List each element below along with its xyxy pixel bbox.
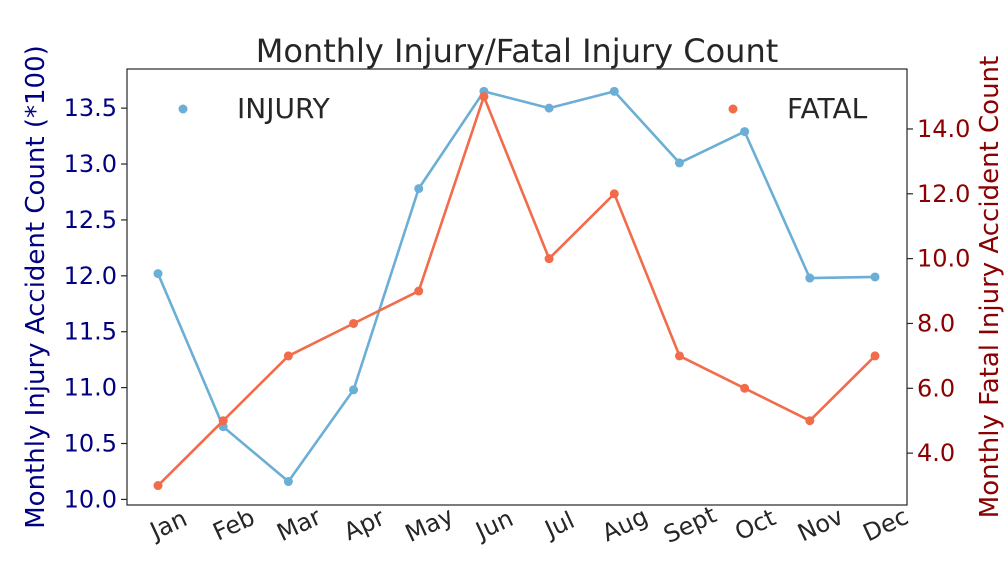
data-point-injury [609,86,619,96]
legend-fatal-label: FATAL [787,92,868,125]
data-point-fatal [218,416,228,426]
x-tick-label: Oct [731,503,780,546]
data-point-injury [349,385,359,395]
data-point-injury [283,477,293,487]
left-tick-label: 13.5 [64,94,117,122]
x-tick-label: Jun [470,504,518,546]
series-fatal [153,92,880,491]
legend-injury: INJURY [178,92,331,125]
left-y-axis: 10.0 10.5 11.0 11.5 12.0 12.5 13.0 13.5 [64,94,127,513]
right-tick-label: 4.0 [917,439,955,467]
right-tick-label: 10.0 [917,245,970,273]
series-layer [153,86,880,491]
x-tick-label: Sept [659,501,720,549]
right-tick-label: 12.0 [917,180,970,208]
x-tick-label: Apr [339,503,389,546]
x-tick-label: Jan [144,504,191,546]
data-point-injury [153,269,163,279]
data-point-fatal [544,254,554,264]
left-tick-label: 10.0 [64,485,117,513]
x-tick-label: Jul [539,506,579,544]
data-point-injury [740,127,750,137]
left-tick-label: 12.0 [64,262,117,290]
data-point-fatal [870,351,880,361]
x-axis: Jan Feb Mar Apr May Jun Jul Aug Sept Oct Nov Dec [144,501,912,549]
left-y-axis-title: Monthly Injury Accident Count (*100) [21,45,51,529]
x-tick-label: Mar [273,502,326,547]
data-point-fatal [609,189,619,199]
data-point-injury [544,103,554,113]
x-tick-label: Nov [793,502,847,547]
left-tick-label: 11.0 [64,374,117,402]
x-tick-label: Dec [859,502,913,547]
plot-frame [126,68,908,506]
series-line-fatal [157,95,876,487]
x-tick-label: Aug [598,502,652,547]
data-point-fatal [153,481,163,491]
right-tick-label: 6.0 [917,374,955,402]
left-tick-label: 11.5 [64,318,117,346]
legend-injury-label: INJURY [237,92,331,125]
data-point-fatal [349,318,359,328]
data-point-fatal [283,351,293,361]
right-y-axis-title: Monthly Fatal Injury Accident Count [975,56,1005,518]
legend-fatal-marker [728,104,738,114]
data-point-fatal [479,92,489,102]
data-point-fatal [674,351,684,361]
series-line-injury [156,90,876,483]
left-tick-label: 12.5 [64,206,117,234]
data-point-injury [414,184,424,194]
plot-border [126,68,908,506]
chart-title: Monthly Injury/Fatal Injury Count [256,32,779,70]
right-tick-label: 14.0 [917,115,970,143]
right-y-axis: 4.0 6.0 8.0 10.0 12.0 14.0 [907,115,970,467]
data-point-fatal [805,416,815,426]
x-tick-label: May [401,502,458,548]
data-point-injury [805,273,815,283]
data-point-injury [674,158,684,168]
series-injury [153,86,880,487]
x-tick-label: Feb [209,503,259,546]
left-tick-label: 10.5 [64,430,117,458]
data-point-fatal [414,286,424,296]
data-point-fatal [740,383,750,393]
legend-fatal: FATAL [728,92,868,125]
right-tick-label: 8.0 [917,309,955,337]
legend-injury-marker [178,104,188,114]
left-tick-label: 13.0 [64,150,117,178]
data-point-injury [870,272,880,282]
